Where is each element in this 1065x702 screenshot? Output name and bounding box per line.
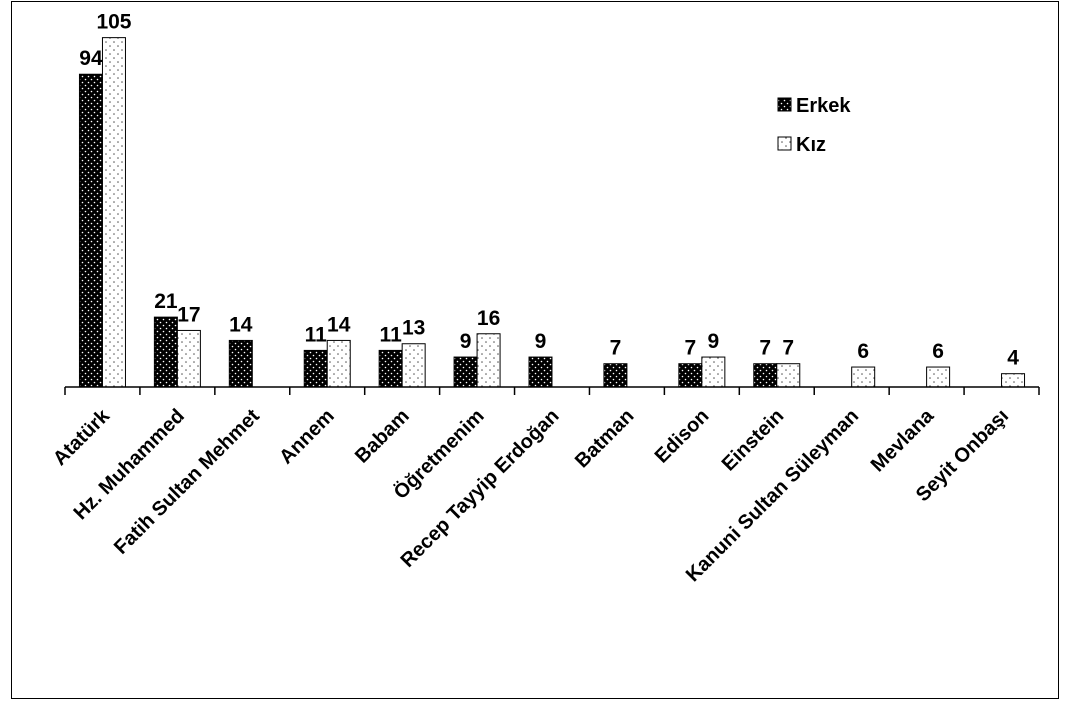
value-label-kiz-seyit-onbasi: 4 [1007, 347, 1019, 370]
x-tick-label-recep-tayyip-erdogan: Recep Tayyip Erdoğan [397, 405, 564, 572]
x-tick-label-ataturk: Atatürk [49, 404, 115, 470]
bar-kiz-mevlana [926, 366, 951, 388]
legend: Erkek Kız [777, 95, 851, 156]
value-label-erkek-einstein: 7 [759, 337, 771, 360]
legend-label-kiz: Kız [796, 134, 826, 156]
bar-erkek-ataturk [78, 73, 103, 388]
value-label-kiz-annem: 14 [327, 313, 351, 336]
value-label-erkek-recep-tayyip-erdogan: 9 [535, 330, 547, 353]
bar-erkek-annem [303, 349, 328, 388]
bar-kiz-hz-muhammed [176, 329, 201, 388]
bars-layer [78, 37, 1026, 388]
value-label-erkek-babam: 11 [380, 323, 403, 346]
value-label-kiz-babam: 13 [402, 317, 425, 340]
bar-kiz-ataturk [101, 37, 126, 388]
value-label-erkek-ataturk: 94 [79, 47, 103, 70]
x-axis [64, 386, 1040, 395]
bar-erkek-einstein [753, 363, 778, 388]
bar-erkek-fatih-sultan-mehmet [228, 339, 253, 388]
value-label-kiz-kanuni-sultan-suleyman: 6 [857, 340, 869, 363]
value-label-erkek-fatih-sultan-mehmet: 14 [229, 313, 253, 336]
x-tick-label-batman: Batman [571, 405, 638, 472]
bar-erkek-ogretmenim [453, 356, 478, 388]
bar-kiz-babam [401, 343, 426, 388]
bar-kiz-ogretmenim [476, 333, 501, 388]
x-tick-label-edison: Edison [651, 405, 714, 468]
value-label-kiz-hz-muhammed: 17 [177, 303, 200, 326]
value-label-kiz-ataturk: 105 [96, 11, 131, 34]
bar-kiz-seyit-onbasi [1001, 373, 1026, 388]
bar-erkek-hz-muhammed [153, 316, 178, 388]
value-label-erkek-hz-muhammed: 21 [154, 290, 178, 313]
bar-erkek-babam [378, 349, 403, 388]
legend-swatch-erkek [777, 97, 792, 112]
x-tick-label-einstein: Einstein [718, 405, 789, 476]
value-label-erkek-annem: 11 [305, 323, 328, 346]
value-label-kiz-edison: 9 [708, 330, 720, 353]
value-label-erkek-batman: 7 [610, 337, 622, 360]
bar-kiz-edison [701, 356, 726, 388]
bar-kiz-annem [326, 339, 351, 388]
value-label-erkek-edison: 7 [685, 337, 697, 360]
value-label-kiz-mevlana: 6 [932, 340, 944, 363]
bar-erkek-batman [603, 363, 628, 388]
value-label-erkek-ogretmenim: 9 [460, 330, 472, 353]
bar-erkek-recep-tayyip-erdogan [528, 356, 553, 388]
x-tick-label-annem: Annem [275, 405, 338, 468]
value-label-kiz-ogretmenim: 16 [477, 307, 500, 330]
x-tick-label-babam: Babam [351, 405, 414, 468]
bar-erkek-edison [678, 363, 703, 388]
legend-label-erkek: Erkek [796, 95, 851, 117]
legend-swatch-kiz [777, 136, 792, 151]
value-label-kiz-einstein: 7 [782, 337, 794, 360]
x-tick-label-fatih-sultan-mehmet: Fatih Sultan Mehmet [110, 405, 264, 559]
bar-kiz-kanuni-sultan-suleyman [851, 366, 876, 388]
x-tick-label-mevlana: Mevlana [867, 404, 939, 476]
bar-kiz-einstein [776, 363, 801, 388]
